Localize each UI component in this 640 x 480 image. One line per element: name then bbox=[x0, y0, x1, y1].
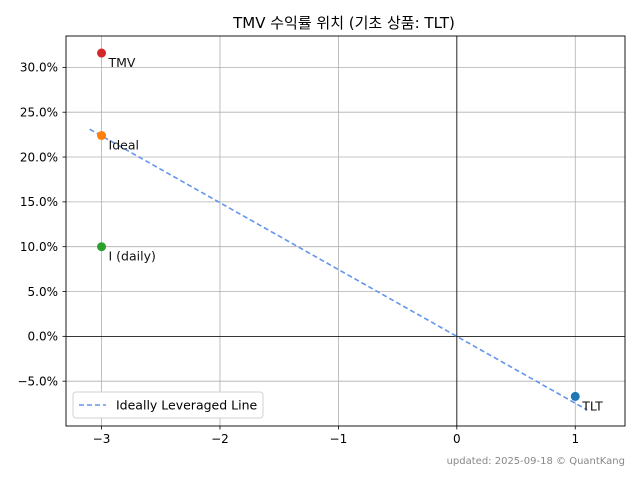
points-layer: TMV Ideal I (daily) TLT bbox=[97, 48, 603, 413]
x-tick-label: −1 bbox=[330, 432, 348, 446]
y-tick-label: 10.0% bbox=[20, 240, 58, 254]
y-tick-label: 0.0% bbox=[28, 330, 59, 344]
x-tick-label: −3 bbox=[93, 432, 111, 446]
y-tick-label: 15.0% bbox=[20, 195, 58, 209]
series-layer bbox=[89, 128, 588, 411]
x-tick-label: 1 bbox=[571, 432, 579, 446]
plot-frame bbox=[65, 35, 626, 427]
y-tick-label: 20.0% bbox=[20, 150, 58, 164]
legend-box bbox=[72, 391, 264, 419]
x-tick-label: 0 bbox=[453, 432, 461, 446]
y-tick-label: 5.0% bbox=[28, 285, 59, 299]
footer-updated: updated: 2025-09-18 © QuantKang bbox=[447, 456, 625, 467]
point-label-i-daily: I (daily) bbox=[109, 249, 156, 264]
legend-label: Ideally Leveraged Line bbox=[116, 398, 258, 413]
point-label-tlt: TLT bbox=[581, 398, 603, 413]
point-label-ideal: Ideal bbox=[109, 138, 139, 153]
grid bbox=[66, 36, 625, 426]
point-i-daily bbox=[97, 242, 107, 252]
y-tick-label: 25.0% bbox=[20, 106, 58, 120]
legend: Ideally Leveraged Line bbox=[72, 391, 264, 419]
point-tlt bbox=[570, 391, 580, 401]
y-tick-label: 30.0% bbox=[20, 61, 58, 75]
x-tick-label: −2 bbox=[211, 432, 229, 446]
y-tick-label: −5.0% bbox=[17, 374, 58, 388]
point-label-tmv: TMV bbox=[108, 55, 136, 70]
point-tmv bbox=[97, 48, 107, 58]
chart-title: TMV 수익률 위치 (기초 상품: TLT) bbox=[232, 14, 455, 32]
ideally-leveraged-line bbox=[89, 128, 588, 411]
tick-labels: −3 −2 −1 0 1 −5.0% 0.0% 5.0% 10.0% 15.0% 20.0% 25.0… bbox=[17, 61, 579, 446]
point-ideal bbox=[97, 131, 107, 141]
zero-lines bbox=[66, 36, 625, 426]
